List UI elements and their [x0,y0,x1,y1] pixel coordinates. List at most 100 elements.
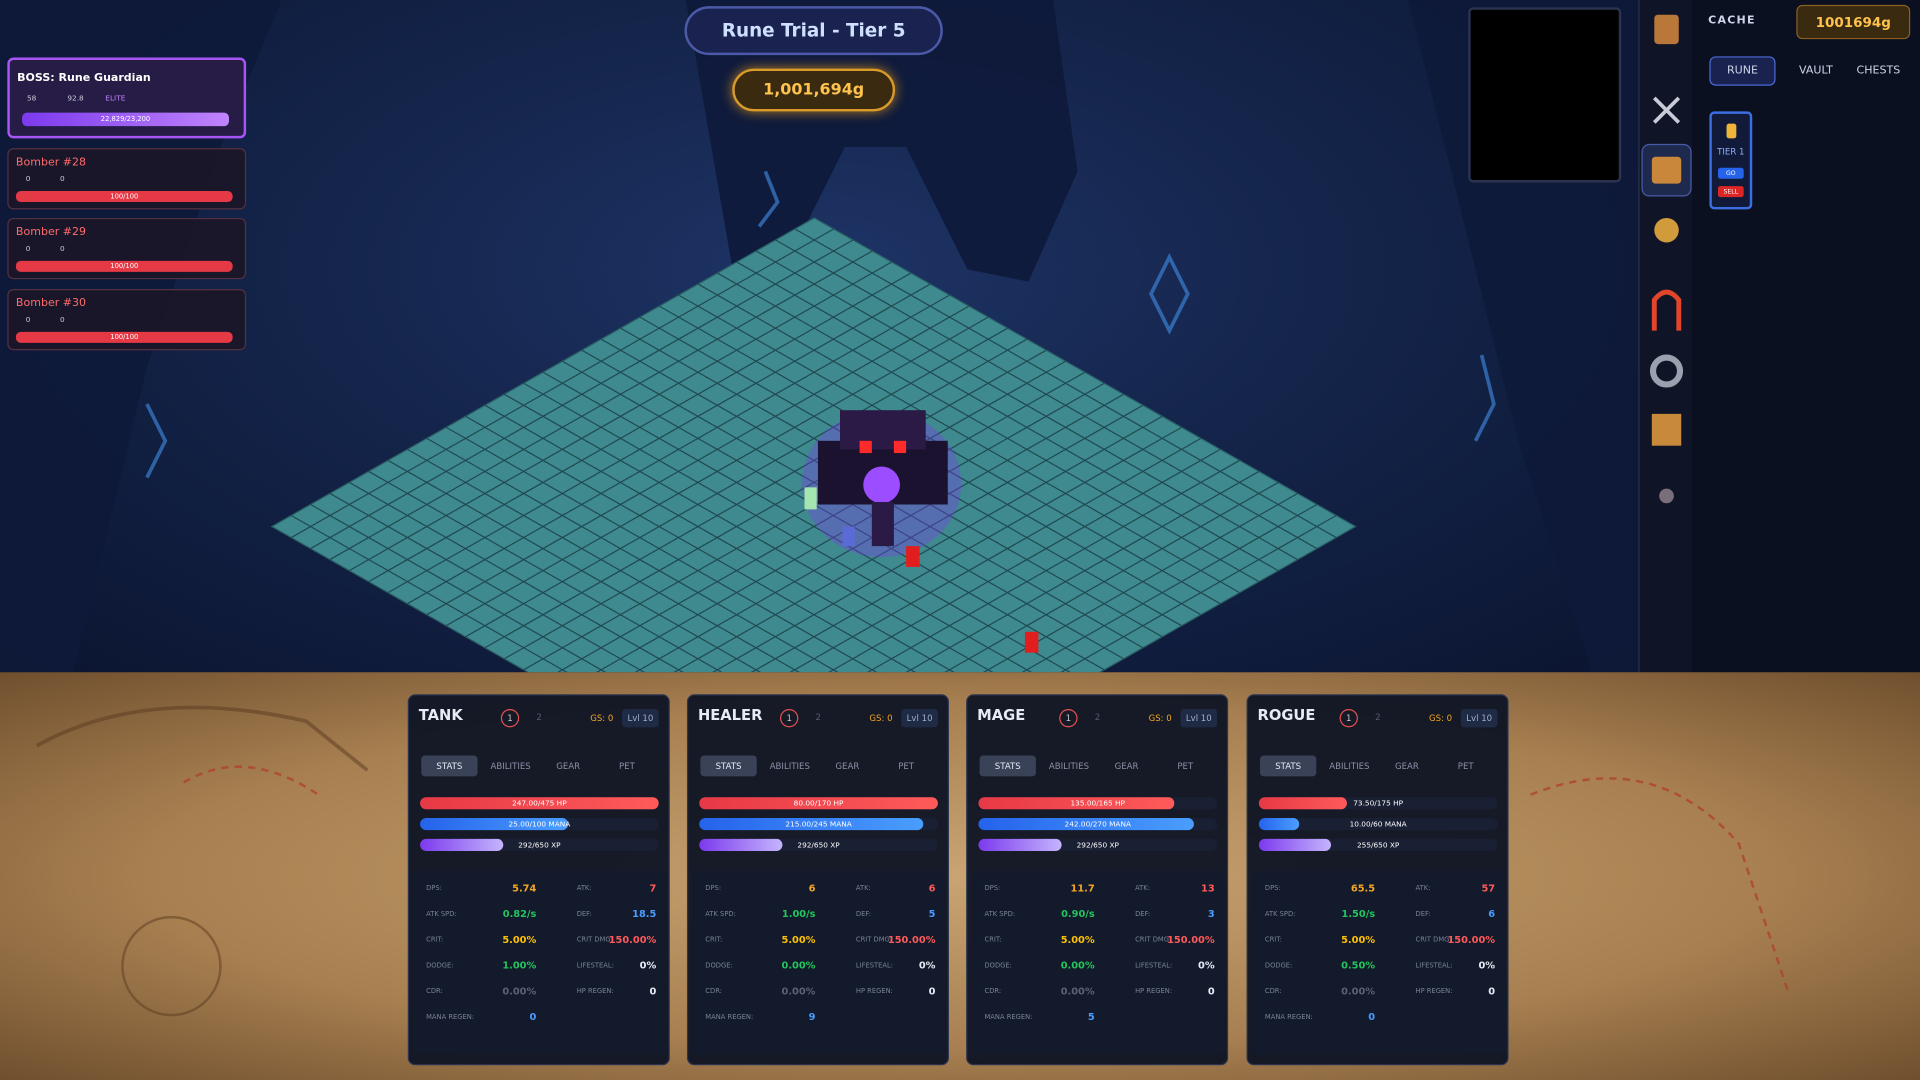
hero-tab[interactable]: ABILITIES [769,761,810,771]
hero-panel: MAGE 1 2 GS: 0 Lvl 10 STATS ABILITIES GEAR PET 13… [966,694,1229,1066]
stat-value: 9 [808,1011,816,1023]
stat-label: HP REGEN: [576,988,614,996]
hero-tab[interactable]: STATS [979,755,1036,777]
icon-scroll[interactable] [1654,14,1679,45]
stat-value: 0 [928,985,936,997]
skill-slot[interactable]: 1 [1059,708,1078,728]
hero-tab[interactable]: GEAR [1114,761,1139,771]
hp-bar: 80.00/170 HP [699,797,938,810]
gear-score: GS: 0 [1148,713,1172,724]
mana-text: 10.00/60 MANA [1349,819,1407,829]
stats-box: DPS: 5.74 ATK: 7 ATK SPD: 0.82/s DEF: 18.5 CRIT:… [413,870,667,1055]
hp-bar: 247.00/475 HP [420,797,659,810]
stat-value: 0.50% [1341,960,1376,972]
stat-label: CRIT DMG: [855,936,893,945]
sell-text: SELL [1723,187,1739,196]
skill-slot[interactable]: 2 [815,712,821,723]
skill-slot[interactable]: 2 [1375,712,1381,723]
grid-line [750,426,1182,673]
hero-tab[interactable]: ABILITIES [1048,761,1090,771]
enemy-hp-text: 100/100 [110,192,139,201]
stat-label: HP REGEN: [855,988,893,996]
icon-pets[interactable] [1659,488,1674,504]
hero-tab[interactable]: PET [1457,761,1474,771]
mana-fill [420,817,569,831]
title-text: Rune Trial - Tier 5 [721,19,906,42]
hero-tab[interactable]: GEAR [835,761,860,771]
hero-tab[interactable]: ABILITIES [1329,761,1370,771]
stats-box: DPS: 11.7 ATK: 13 ATK SPD: 0.90/s DEF: 3 CRIT: 5.… [972,870,1225,1055]
grid-line [943,481,1279,673]
stat-label: HP REGEN: [1135,988,1173,996]
hero-tab[interactable]: GEAR [1395,761,1419,771]
skill-slot[interactable]: 2 [536,712,542,723]
stat-label: HP REGEN: [1415,988,1453,996]
grid-line [465,415,917,673]
stat-label: MANA REGEN: [705,1013,754,1022]
xp-fill [420,838,504,852]
hero-level: Lvl 10 [622,708,659,728]
hero-tab[interactable]: STATS [421,755,478,777]
stat-value: 5.00% [781,934,816,946]
icon-battle[interactable] [1652,96,1681,124]
grid-line [426,437,839,673]
grid-line [310,503,607,673]
skill-slot[interactable]: 2 [1094,712,1101,723]
xp-fill [1258,838,1331,852]
stat-label: DODGE: [1264,962,1293,970]
enemy-defense: 0 [60,175,65,184]
stat-label: LIFESTEAL: [576,962,614,970]
sell-button[interactable]: SELL [1717,186,1744,198]
hero-tab[interactable]: PET [1177,761,1194,771]
stat-value: 18.5 [632,908,657,920]
mana-bar: 25.00/100 MANA [420,817,659,831]
hero-tab[interactable]: PET [619,761,635,771]
icon-quest[interactable] [1654,217,1679,243]
stat-value: 150.00% [1447,934,1496,946]
skill-slot[interactable]: 1 [780,708,799,728]
hero-sprite [804,487,817,510]
hero-level: Lvl 10 [901,708,938,728]
skill-slot[interactable]: 1 [1339,708,1358,728]
hero-tab[interactable]: STATS [700,755,757,777]
stat-label: LIFESTEAL: [1415,962,1453,970]
tab-text: CHESTS [1856,64,1901,78]
stat-label: CRIT: [705,936,723,945]
tab-rune[interactable]: RUNE [1709,56,1776,86]
stat-value: 5.00% [502,934,537,946]
grid-line [1060,514,1337,673]
grid-line [556,371,1086,673]
stat-value: 3 [1207,908,1215,920]
stat-value: 0.90/s [1061,908,1095,920]
boss-name: BOSS: Rune Guardian [17,72,151,85]
icon-chest[interactable] [1651,156,1682,184]
hero-tab[interactable]: GEAR [556,761,581,771]
icon-settings[interactable] [1649,354,1684,388]
hero-tab[interactable]: PET [898,761,915,771]
hp-fill [420,797,659,810]
hp-bar: 135.00/165 HP [978,797,1218,810]
tab-chests[interactable]: CHESTS [1847,56,1911,85]
hero-tab[interactable]: ABILITIES [490,761,531,771]
mana-fill [699,817,924,831]
mana-fill [1258,817,1300,831]
icon-stats[interactable] [1651,413,1682,446]
skill-slot[interactable]: 1 [500,708,520,728]
enemy-card: Bomber #29 0 0 100/100 [7,217,247,280]
hero-tab[interactable]: STATS [1260,755,1317,777]
enemy-hp-bar: 100/100 [15,331,233,343]
stat-label: ATK SPD: [426,911,457,919]
stat-label: CDR: [1264,988,1282,996]
tab-vault[interactable]: VAULT [1788,56,1844,85]
gear-score: GS: 0 [869,713,893,724]
icon-portal[interactable] [1651,289,1682,331]
rune-item: TIER 1 GO SELL [1709,111,1753,210]
stat-label: MANA REGEN: [984,1013,1033,1022]
tab-text: RUNE [1726,64,1758,78]
stat-label: CDR: [426,988,443,996]
go-button[interactable]: GO [1717,167,1744,179]
stat-value: 11.7 [1070,882,1095,894]
enemy-name: Bomber #30 [15,297,87,310]
grid-line [905,470,1260,673]
